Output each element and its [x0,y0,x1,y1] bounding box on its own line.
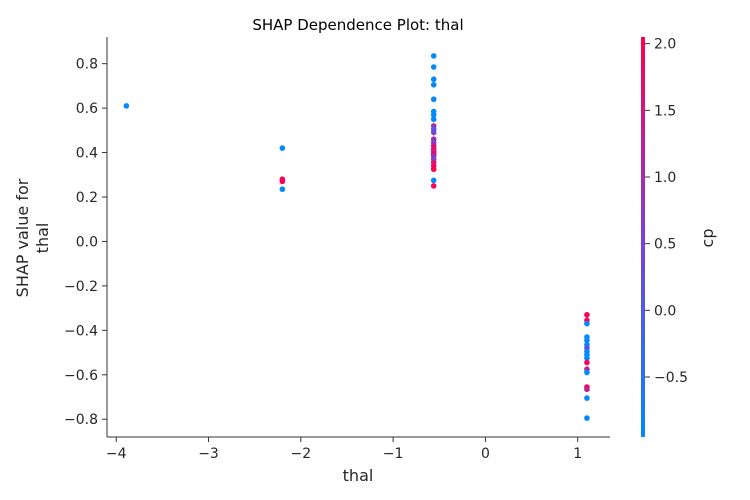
scatter-point [584,369,590,376]
colorbar-tick-label: −0.5 [654,370,688,386]
scatter-point [430,81,437,88]
scatter-point [430,177,437,184]
y-tick-label: −0.2 [64,279,98,295]
y-axis-label-line-1: SHAP value for [13,178,32,297]
colorbar-ticks: −0.5 0.0 0.5 1.0 1.5 2.0 [645,37,688,386]
colorbar-tick-label: 0.5 [654,237,676,253]
colorbar-tick-label: 2.0 [654,37,676,53]
scatter-point [279,178,286,185]
y-tick-label: 0.0 [76,234,98,250]
y-tick-label: −0.8 [64,412,98,428]
y-axis-ticks: −0.8 −0.6 −0.4 −0.2 0.0 0.2 0.4 0.6 0.8 [64,57,107,428]
y-tick-label: 0.4 [76,146,98,162]
scatter-point [584,386,590,393]
scatter-point [584,415,590,421]
y-tick-label: −0.6 [64,368,98,384]
x-axis-ticks: −4 −3 −2 −1 0 1 [106,437,582,462]
x-tick-label: −4 [106,446,127,462]
chart-title: SHAP Dependence Plot: thal [252,16,463,34]
scatter-point [430,64,437,70]
scatter-point [430,129,437,136]
colorbar-gradient [641,37,645,437]
y-axis-label-line-2: thal [33,223,52,254]
scatter-point [584,359,590,366]
colorbar-tick-label: 1.0 [654,170,676,186]
scatter-point [584,311,590,318]
colorbar: −0.5 0.0 0.5 1.0 1.5 2.0 cp [641,37,717,437]
scatter-point [430,96,437,103]
x-tick-label: −1 [383,446,404,462]
scatter-point [430,76,437,83]
x-tick-label: −2 [290,446,311,462]
x-tick-label: −3 [198,446,219,462]
colorbar-label: cp [698,229,717,248]
y-tick-label: 0.6 [76,101,98,117]
scatter-point [430,53,437,59]
colorbar-tick-label: 1.5 [654,103,676,119]
scatter-point [584,355,590,361]
scatter-points [123,53,590,421]
scatter-point [430,183,437,189]
scatter-point [279,145,286,151]
y-tick-label: 0.2 [76,190,98,206]
x-axis-label: thal [343,466,374,485]
scatter-point [123,103,130,109]
y-tick-label: −0.4 [64,323,98,339]
scatter-point [279,186,286,193]
scatter-point [430,111,437,118]
scatter-point [584,320,590,327]
y-axis-label: SHAP value for thal [13,178,52,297]
scatter-point [584,337,590,344]
colorbar-tick-label: 0.0 [654,303,676,319]
x-tick-label: 1 [573,446,582,462]
scatter-point [430,116,437,123]
plot-axes [106,37,610,438]
scatter-point [430,166,437,173]
x-tick-label: 0 [481,446,490,462]
y-tick-label: 0.8 [76,57,98,73]
scatter-point [584,395,590,401]
